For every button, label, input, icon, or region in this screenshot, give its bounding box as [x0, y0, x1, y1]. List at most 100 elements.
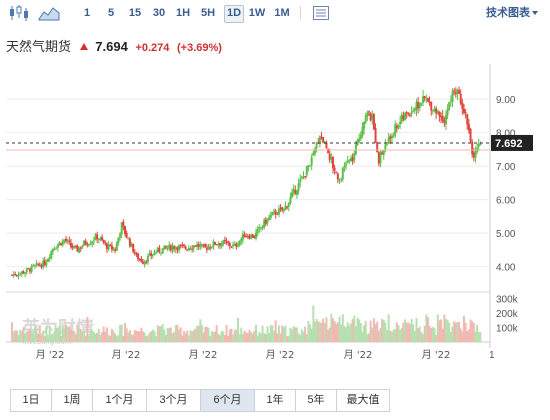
chart-settings-icon[interactable]	[312, 4, 334, 22]
volume-bar	[286, 336, 289, 342]
candle-body	[454, 92, 457, 95]
range-1-day[interactable]: 1日	[11, 390, 52, 411]
candle-body	[413, 108, 416, 111]
volume-bar	[194, 328, 197, 342]
interval-button-1w[interactable]: 1W	[248, 7, 266, 19]
candle-body	[274, 210, 277, 215]
volume-bar	[65, 324, 68, 342]
candle-body	[191, 248, 194, 250]
volume-bar	[105, 327, 108, 342]
volume-bar	[137, 331, 140, 342]
volume-bar	[102, 326, 105, 342]
volume-bar	[395, 322, 398, 342]
interval-button-1m[interactable]: 1M	[274, 7, 290, 19]
volume-bar	[358, 319, 361, 342]
area-chart-type-icon[interactable]	[38, 4, 60, 22]
volume-bar	[171, 333, 174, 342]
candle-body	[87, 244, 90, 246]
volume-bar	[117, 335, 120, 342]
chevron-down-icon	[532, 11, 538, 16]
volume-bar	[55, 327, 58, 342]
candle-body	[33, 265, 36, 267]
candle-body	[150, 252, 153, 256]
volume-bar	[47, 335, 50, 342]
candle-body	[27, 268, 30, 270]
candle-body	[29, 269, 32, 272]
volume-bar	[197, 325, 200, 342]
candle-body	[322, 136, 325, 143]
candlestick-chart-type-icon[interactable]	[8, 4, 30, 22]
candle-body	[331, 157, 334, 169]
candle-body	[338, 179, 341, 181]
candle-body	[222, 240, 225, 245]
volume-bar	[33, 326, 36, 342]
price-chart[interactable]: 9.008.007.006.005.004.00300k200k100k英为财情…	[0, 64, 550, 362]
range-1-year[interactable]: 1年	[255, 390, 296, 411]
volume-bar	[335, 324, 338, 342]
interval-button-1[interactable]: 1	[83, 7, 91, 19]
candle-body	[50, 251, 53, 258]
volume-bar	[349, 323, 352, 342]
interval-button-1h[interactable]: 1H	[175, 7, 191, 19]
volume-bar	[230, 328, 233, 342]
interval-button-5h[interactable]: 5H	[200, 7, 216, 19]
volume-bar	[86, 316, 89, 342]
volume-bar	[256, 335, 259, 342]
candle-body	[225, 241, 228, 243]
candle-body	[19, 273, 22, 275]
candle-body	[132, 243, 135, 253]
candle-body	[199, 245, 202, 248]
interval-button-1d[interactable]: 1D	[224, 5, 244, 23]
range-1-month[interactable]: 1个月	[93, 390, 147, 411]
range-1-week[interactable]: 1周	[52, 390, 93, 411]
candle-body	[287, 202, 290, 207]
candle-body	[210, 246, 213, 248]
volume-bar	[73, 330, 76, 342]
volume-bar	[127, 332, 130, 342]
volume-bar	[351, 318, 354, 342]
interval-button-5[interactable]: 5	[107, 7, 115, 19]
candle-body	[466, 114, 469, 125]
candle-body	[263, 219, 266, 228]
candle-body	[22, 271, 25, 274]
candle-body	[169, 245, 172, 251]
range-5-years[interactable]: 5年	[296, 390, 337, 411]
volume-bar	[53, 331, 56, 342]
interval-button-30[interactable]: 30	[152, 7, 166, 19]
candle-body	[105, 243, 108, 250]
volume-bar	[51, 334, 54, 342]
candle-body	[258, 227, 261, 229]
range-6-months[interactable]: 6个月	[201, 390, 255, 411]
volume-bar	[12, 331, 15, 342]
advanced-chart-link[interactable]: 技术图表	[486, 5, 538, 21]
price-tick-label: 4.00	[496, 263, 516, 274]
volume-bar	[220, 331, 223, 342]
volume-bar	[76, 325, 79, 342]
candle-body	[214, 242, 217, 245]
volume-bar	[361, 331, 364, 342]
volume-bar	[37, 333, 40, 342]
volume-bar	[125, 328, 128, 342]
candle-body	[417, 101, 420, 109]
volume-bar	[228, 329, 231, 342]
range-3-months[interactable]: 3个月	[147, 390, 201, 411]
volume-bar	[92, 331, 95, 342]
range-max[interactable]: 最大值	[346, 394, 380, 406]
volume-bar	[66, 327, 69, 342]
candle-body	[91, 241, 94, 245]
candle-body	[315, 143, 318, 149]
volume-bar	[273, 330, 276, 342]
candle-body	[14, 273, 17, 276]
candle-body	[227, 241, 230, 244]
volume-bar	[386, 330, 389, 342]
candle-body	[158, 247, 161, 253]
volume-bar	[410, 319, 413, 342]
volume-bar	[156, 325, 159, 342]
candle-body	[346, 160, 349, 163]
interval-button-15[interactable]: 15	[128, 7, 142, 19]
candle-body	[310, 156, 313, 165]
candle-body	[251, 234, 254, 238]
volume-bar	[425, 314, 428, 342]
candle-body	[299, 179, 302, 183]
candle-body	[395, 125, 398, 129]
